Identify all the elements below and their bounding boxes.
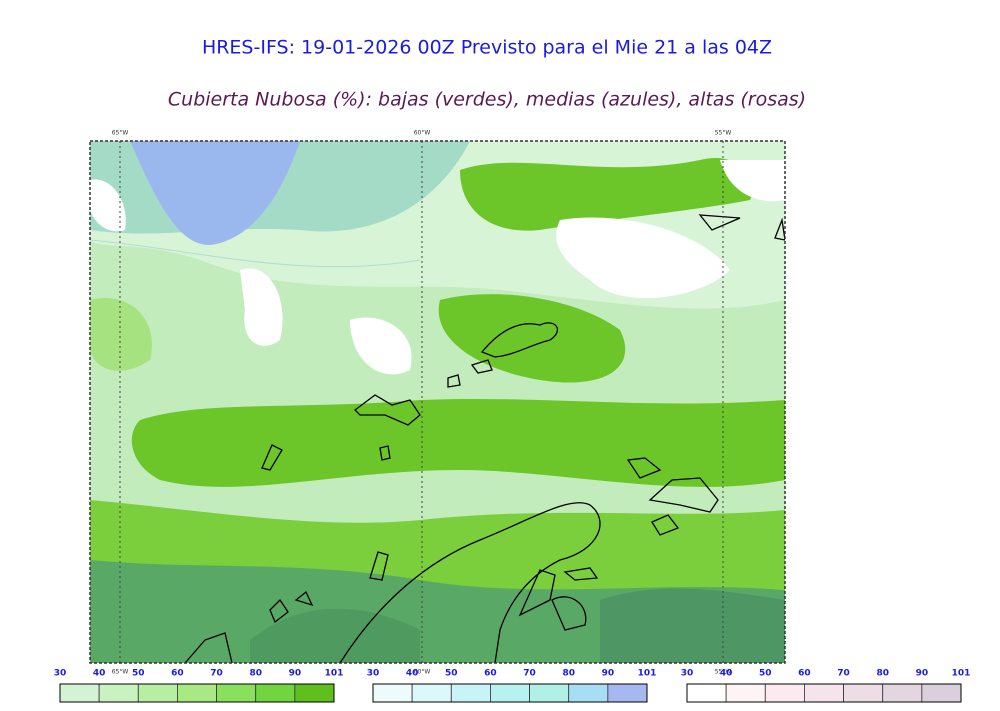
lon-label: 55°W [715, 669, 732, 676]
colorbar-tick-label: 30 [367, 669, 380, 679]
colorbar-swatch [882, 683, 923, 703]
colorbar-swatch [686, 683, 727, 703]
lon-labels: 65°W 60°W 55°W 65°W 60°W 55°W [112, 130, 732, 676]
colorbar-swatch [764, 683, 805, 703]
colorbar-frame [686, 683, 962, 703]
map-frame [89, 140, 786, 664]
colorbar-tick-label: 30 [681, 669, 694, 679]
colorbars: 30 40 50 60 70 80 90 101 30 40 50 60 70 80 90 101 30 40 50… [54, 669, 971, 703]
colorbar-tick-label: 101 [952, 669, 971, 679]
colorbar-tick-label: 90 [602, 669, 615, 679]
cloud-field [90, 141, 785, 663]
lon-label: 65°W [112, 669, 129, 676]
colorbar-swatch [98, 683, 139, 703]
lon-label: 55°W [715, 130, 732, 137]
colorbar-swatch [411, 683, 452, 703]
colorbar-tick-label: 40 [406, 669, 419, 679]
colorbar-swatch [137, 683, 178, 703]
colorbar-tick-label: 30 [54, 669, 67, 679]
colorbar-swatch [607, 683, 648, 703]
colorbar-swatch [725, 683, 766, 703]
coastlines [184, 214, 785, 663]
colorbar-swatch [255, 683, 296, 703]
colorbar-frame [59, 683, 335, 703]
colorbar-swatch [177, 683, 217, 703]
colorbar-tick-label: 101 [638, 669, 657, 679]
colorbar-tick-label: 50 [132, 669, 145, 679]
colorbar-swatch [450, 683, 491, 703]
colorbar-tick-label: 40 [93, 669, 106, 679]
colorbar-swatch [568, 683, 609, 703]
colorbar-swatch [372, 683, 413, 703]
lon-label: 65°W [112, 130, 129, 137]
colorbar-tick-label: 101 [325, 669, 344, 679]
lon-label: 60°W [414, 130, 431, 137]
colorbar-tick-label: 70 [837, 669, 850, 679]
lon-label: 60°W [414, 669, 431, 676]
colorbar-swatch [804, 683, 844, 703]
colorbar-frame [372, 683, 648, 703]
meridians [119, 141, 724, 663]
colorbar-tick-label: 90 [916, 669, 929, 679]
colorbar-tick-label: 40 [720, 669, 733, 679]
colorbar-tick-label: 60 [484, 669, 497, 679]
title: HRES-IFS: 19-01-2026 00Z Previsto para e… [202, 37, 772, 59]
colorbar-tick-label: 50 [759, 669, 772, 679]
colorbar-swatch [294, 683, 335, 703]
colorbar-swatch [843, 683, 884, 703]
subtitle: Cubierta Nubosa (%): bajas (verdes), med… [168, 89, 806, 111]
colorbar-tick-label: 80 [562, 669, 575, 679]
colorbar-tick-label: 90 [289, 669, 302, 679]
colorbar-swatch [921, 683, 962, 703]
colorbar-tick-label: 70 [210, 669, 223, 679]
colorbar-tick-label: 80 [876, 669, 889, 679]
colorbar-tick-label: 50 [445, 669, 458, 679]
colorbar-tick-label: 80 [249, 669, 262, 679]
colorbar-swatch [490, 683, 530, 703]
colorbar-swatch [59, 683, 100, 703]
colorbar-tick-label: 60 [798, 669, 811, 679]
colorbar-tick-label: 60 [171, 669, 184, 679]
colorbar-tick-label: 70 [523, 669, 536, 679]
colorbar-swatch [529, 683, 570, 703]
colorbar-swatch [216, 683, 257, 703]
